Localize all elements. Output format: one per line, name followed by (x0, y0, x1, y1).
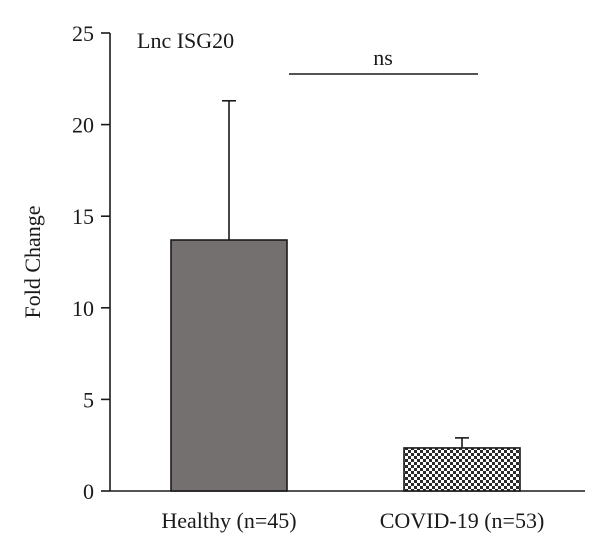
bar-covid-19 (403, 447, 521, 492)
y-tick-label: 25 (72, 21, 94, 46)
y-tick-label: 5 (83, 387, 94, 412)
y-tick-label: 20 (72, 113, 94, 138)
bar-healthy (170, 239, 288, 492)
x-category-label: Healthy (n=45) (161, 508, 296, 533)
y-axis-label: Fold Change (20, 205, 45, 318)
chart-title: Lnc ISG20 (137, 28, 234, 53)
x-category-label: COVID-19 (n=53) (380, 508, 545, 533)
y-tick-label: 0 (83, 479, 94, 504)
y-tick-label: 15 (72, 204, 94, 229)
significance-label: ns (373, 45, 393, 70)
y-tick-label: 10 (72, 296, 94, 321)
